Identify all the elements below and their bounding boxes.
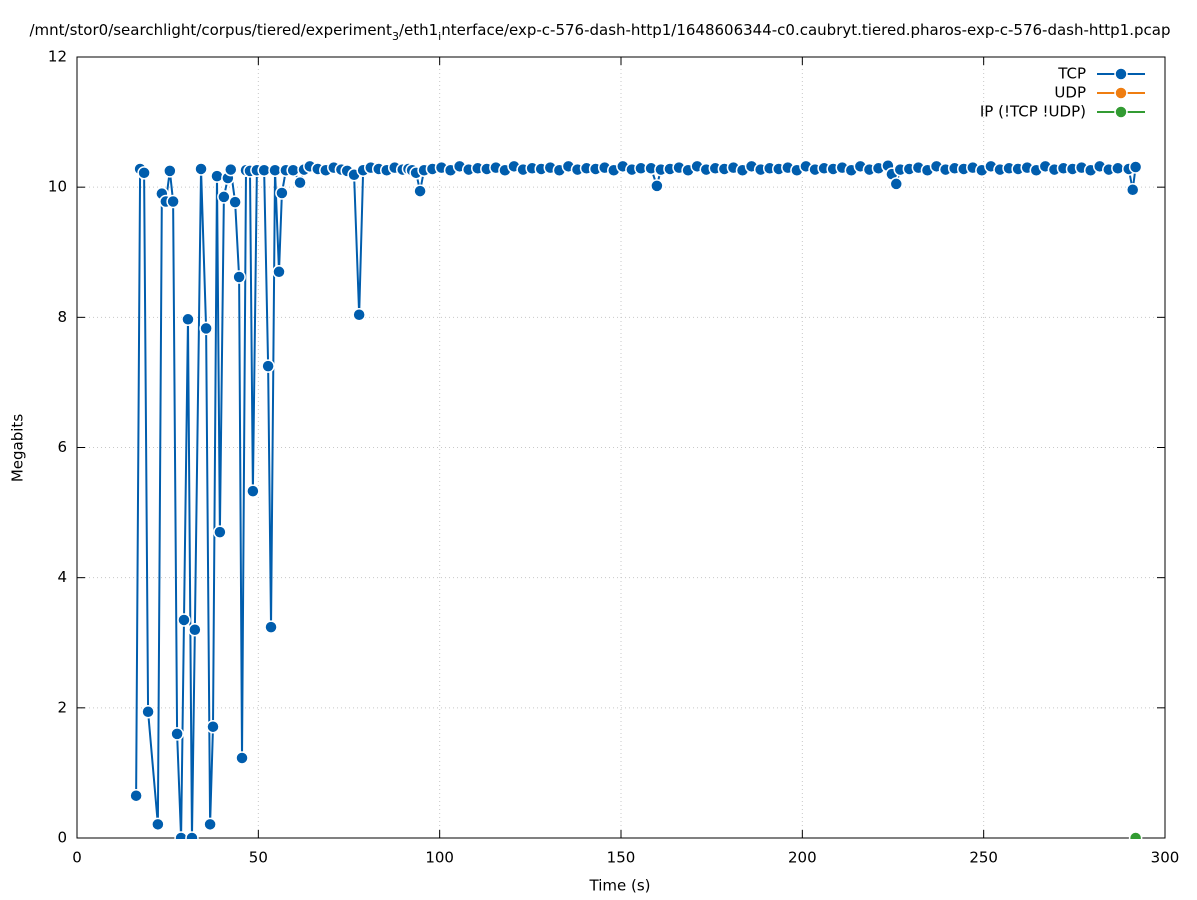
ticks: 0 50 100 150 200 250 300 0 2 4 6 8 10 12	[48, 48, 1179, 867]
y-tick-label: 2	[57, 698, 67, 716]
data-point	[129, 788, 143, 803]
y-axis-label: Megabits	[9, 414, 27, 482]
y-tick-label: 8	[57, 308, 67, 326]
data-point	[199, 321, 213, 336]
data-point	[166, 194, 180, 209]
data-point	[275, 186, 289, 200]
x-tick-label: 0	[72, 849, 82, 867]
title-part: /mnt/stor0/searchlight/corpus/tiered/exp…	[30, 21, 393, 39]
data-point	[1128, 160, 1143, 174]
y-tick-label: 4	[57, 568, 67, 586]
data-point	[293, 175, 307, 190]
legend-label: TCP	[1057, 65, 1086, 83]
data-point	[137, 166, 151, 180]
data-point	[235, 751, 249, 765]
legend-marker	[1114, 86, 1128, 100]
data-point	[213, 525, 227, 539]
data-point	[141, 704, 155, 719]
data-point	[203, 817, 217, 832]
data-point	[224, 162, 238, 177]
x-tick-label: 300	[1151, 849, 1180, 867]
data-point	[170, 727, 184, 741]
legend-marker	[1114, 105, 1128, 119]
x-axis-label: Time (s)	[589, 877, 651, 895]
y-tick-label: 6	[57, 438, 67, 456]
data-point	[228, 195, 242, 209]
data-point	[1125, 183, 1140, 197]
data-point	[181, 312, 195, 327]
data-point	[151, 817, 165, 832]
data-point	[188, 622, 202, 637]
legend-label: UDP	[1054, 84, 1086, 102]
data-point	[194, 162, 208, 176]
y-tick-label: 12	[48, 48, 67, 66]
x-tick-label: 50	[249, 849, 268, 867]
data-point	[210, 169, 224, 183]
title-part: 3	[392, 30, 399, 43]
title-part: nterface/exp-c-576-dash-http1/1648606344…	[441, 21, 1170, 39]
x-tick-label: 150	[607, 849, 636, 867]
legend-marker	[1114, 67, 1128, 81]
data-point	[1128, 831, 1143, 839]
plot-area	[129, 158, 1143, 839]
title-part: /eth1	[399, 21, 438, 39]
x-tick-label: 250	[969, 849, 998, 867]
data-point	[352, 307, 366, 322]
y-tick-label: 10	[48, 178, 67, 196]
data-point	[206, 719, 220, 734]
legend-label: IP (!TCP !UDP)	[980, 103, 1086, 121]
data-point	[185, 831, 199, 839]
title-part: i	[438, 30, 441, 43]
data-point	[232, 270, 246, 284]
data-point	[264, 620, 278, 634]
data-point	[650, 179, 664, 193]
x-tick-label: 200	[788, 849, 817, 867]
y-tick-label: 0	[57, 829, 67, 847]
data-point	[246, 484, 260, 498]
data-point	[889, 177, 904, 191]
data-point	[261, 359, 275, 373]
data-point	[217, 190, 231, 204]
x-tick-label: 100	[425, 849, 454, 867]
data-point	[177, 613, 191, 627]
series-line	[135, 164, 1137, 839]
data-point	[413, 184, 427, 198]
chart-title: /mnt/stor0/searchlight/corpus/tiered/exp…	[30, 21, 1171, 43]
data-point	[272, 265, 286, 279]
data-point	[163, 164, 177, 178]
